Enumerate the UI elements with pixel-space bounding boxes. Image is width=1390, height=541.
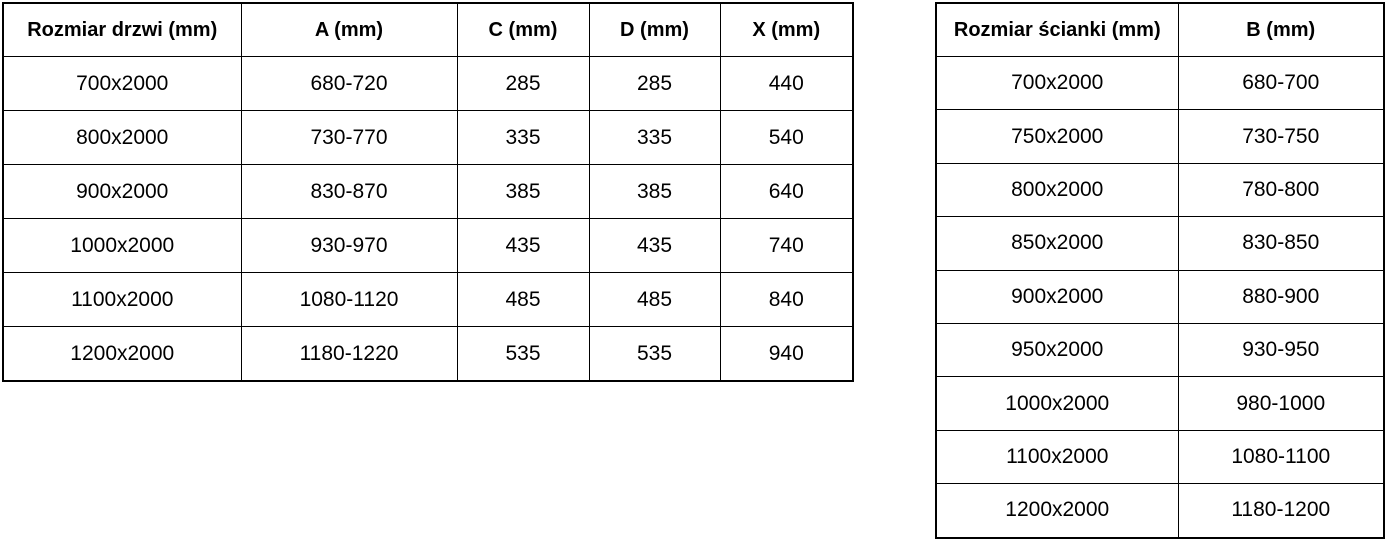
table-row: 1100x2000 1080-1120 485 485 840 xyxy=(2,272,854,327)
column-header-wall-size: Rozmiar ścianki (mm) xyxy=(935,2,1179,57)
door-sizes-table: Rozmiar drzwi (mm) A (mm) C (mm) D (mm) … xyxy=(2,2,854,382)
table-cell: 900x2000 xyxy=(935,269,1179,324)
table-cell: 540 xyxy=(719,110,854,165)
table-cell: 880-900 xyxy=(1177,269,1385,324)
table-cell: 800x2000 xyxy=(2,110,242,165)
table-header-row: Rozmiar drzwi (mm) A (mm) C (mm) D (mm) … xyxy=(2,2,854,57)
table-cell: 680-700 xyxy=(1177,55,1385,111)
table-row: 1000x2000 930-970 435 435 740 xyxy=(2,218,854,273)
table-cell: 950x2000 xyxy=(935,322,1179,378)
table-cell: 830-850 xyxy=(1177,216,1385,271)
table-cell: 385 xyxy=(456,164,590,219)
table-cell: 1200x2000 xyxy=(2,326,242,382)
column-header-door-size: Rozmiar drzwi (mm) xyxy=(2,2,242,57)
table-cell: 700x2000 xyxy=(935,55,1179,111)
table-row: 1200x2000 1180-1200 xyxy=(935,483,1385,539)
table-cell: 285 xyxy=(456,56,590,111)
table-cell: 980-1000 xyxy=(1177,376,1385,431)
table-cell: 335 xyxy=(456,110,590,165)
wall-panel-sizes-table: Rozmiar ścianki (mm) B (mm) 700x2000 680… xyxy=(935,2,1385,539)
table-cell: 440 xyxy=(719,56,854,111)
table-header-row: Rozmiar ścianki (mm) B (mm) xyxy=(935,2,1385,57)
table-row: 900x2000 830-870 385 385 640 xyxy=(2,164,854,219)
table-cell: 1100x2000 xyxy=(2,272,242,327)
table-cell: 700x2000 xyxy=(2,56,242,111)
table-row: 1200x2000 1180-1220 535 535 940 xyxy=(2,326,854,382)
table-cell: 435 xyxy=(588,218,721,273)
table-cell: 285 xyxy=(588,56,721,111)
table-cell: 535 xyxy=(588,326,721,382)
table-cell: 1080-1100 xyxy=(1177,429,1385,485)
table-cell: 800x2000 xyxy=(935,162,1179,218)
table-row: 950x2000 930-950 xyxy=(935,322,1385,378)
table-row: 1000x2000 980-1000 xyxy=(935,376,1385,431)
table-row: 800x2000 730-770 335 335 540 xyxy=(2,110,854,165)
table-cell: 730-770 xyxy=(240,110,458,165)
table-cell: 1000x2000 xyxy=(2,218,242,273)
table-cell: 930-970 xyxy=(240,218,458,273)
column-header-c: C (mm) xyxy=(456,2,590,57)
table-cell: 750x2000 xyxy=(935,109,1179,164)
table-row: 750x2000 730-750 xyxy=(935,109,1385,164)
table-cell: 335 xyxy=(588,110,721,165)
table-cell: 1200x2000 xyxy=(935,483,1179,539)
column-header-x: X (mm) xyxy=(719,2,854,57)
column-header-b: B (mm) xyxy=(1177,2,1385,57)
table-cell: 900x2000 xyxy=(2,164,242,219)
table-row: 700x2000 680-720 285 285 440 xyxy=(2,56,854,111)
table-cell: 780-800 xyxy=(1177,162,1385,218)
table-row: 700x2000 680-700 xyxy=(935,55,1385,111)
table-row: 800x2000 780-800 xyxy=(935,162,1385,218)
table-cell: 840 xyxy=(719,272,854,327)
table-cell: 385 xyxy=(588,164,721,219)
column-header-d: D (mm) xyxy=(588,2,721,57)
table-cell: 680-720 xyxy=(240,56,458,111)
table-cell: 1180-1220 xyxy=(240,326,458,382)
table-cell: 1080-1120 xyxy=(240,272,458,327)
table-row: 1100x2000 1080-1100 xyxy=(935,429,1385,485)
table-cell: 535 xyxy=(456,326,590,382)
table-cell: 1100x2000 xyxy=(935,429,1179,485)
table-cell: 1000x2000 xyxy=(935,376,1179,431)
table-cell: 485 xyxy=(588,272,721,327)
table-cell: 640 xyxy=(719,164,854,219)
table-cell: 830-870 xyxy=(240,164,458,219)
table-cell: 850x2000 xyxy=(935,216,1179,271)
table-cell: 740 xyxy=(719,218,854,273)
table-cell: 940 xyxy=(719,326,854,382)
table-cell: 730-750 xyxy=(1177,109,1385,164)
table-cell: 485 xyxy=(456,272,590,327)
table-row: 850x2000 830-850 xyxy=(935,216,1385,271)
table-cell: 1180-1200 xyxy=(1177,483,1385,539)
table-cell: 930-950 xyxy=(1177,322,1385,378)
table-row: 900x2000 880-900 xyxy=(935,269,1385,324)
table-cell: 435 xyxy=(456,218,590,273)
column-header-a: A (mm) xyxy=(240,2,458,57)
